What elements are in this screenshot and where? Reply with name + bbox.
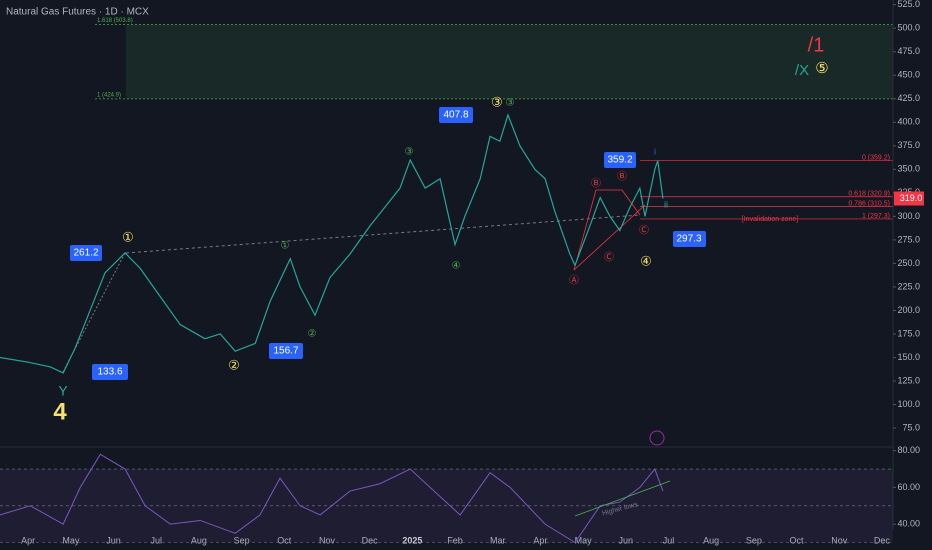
price-label: 133.6 [97,367,122,378]
x-tick-label: May [575,535,593,545]
y-tick-label: 100.0 [897,399,920,409]
y-tick-label: 275.0 [897,234,920,244]
y-tick-label: 150.0 [897,352,920,362]
wave-label: Ⓑ [591,178,601,190]
wave-label: /X [795,62,809,79]
target-zone [126,24,893,99]
wave-label: Ⓐ [569,275,579,287]
wave-label: ④ [640,253,652,268]
y-tick-label: 175.0 [897,328,920,338]
wave-line [573,189,641,271]
x-tick-label: Oct [790,535,805,545]
y-tick-label: 300.0 [897,211,920,221]
wave-line [573,204,646,271]
y-tick-label: 475.0 [897,46,920,56]
y-tick-label: 225.0 [897,281,920,291]
rsi-tick-label: 60.00 [897,482,920,492]
y-tick-label: 500.0 [897,23,920,33]
price-label: 156.7 [273,346,298,357]
x-tick-label: Jul [663,535,675,545]
rsi-tick-label: 40.00 [897,519,920,529]
wave-label: Ⓑ [617,171,627,183]
x-tick-label: Oct [277,535,292,545]
y-tick-label: 375.0 [897,140,920,150]
wave-label: ③ [491,94,503,109]
x-tick-label: Jun [619,535,634,545]
event-icon[interactable] [649,430,665,446]
price-label: 407.8 [443,110,468,121]
price-line [0,113,664,374]
x-tick-label: Aug [703,535,719,545]
wave-label: i [654,146,656,156]
wave-label: Ⓒ [604,252,614,264]
wave-label: ② [228,357,240,372]
chart-title: Natural Gas Futures · 1D · MCX [6,7,149,18]
wave-label: ① [281,241,290,252]
x-tick-label: May [62,535,80,545]
fib-label: 1 (297.3) [862,213,890,220]
wave-label: ⑤ [815,60,828,77]
wave-label: 4 [53,398,67,425]
y-tick-label: 400.0 [897,117,920,127]
x-tick-label: Nov [319,535,336,545]
wave-label: ③ [506,98,515,109]
rsi-tick-label: 80.00 [897,445,920,455]
price-label: 261.2 [73,248,98,259]
label-box [673,231,706,247]
x-tick-label: Mar [490,535,506,545]
x-tick-label: Aug [191,535,207,545]
wave-label: Y [58,383,68,399]
y-tick-label: 125.0 [897,375,920,385]
y-tick-label: 200.0 [897,305,920,315]
trend-line [574,480,671,517]
rsi-line [0,453,664,544]
price-label: 297.3 [676,234,701,245]
wave-label: ① [122,229,134,244]
last-price-label: 319.0 [900,193,923,203]
zone-label: 1 (424.9) [97,92,121,98]
y-tick-label: 350.0 [897,164,920,174]
fib-label: 0.786 (310.5) [848,200,890,207]
x-tick-label: Jun [106,535,121,545]
label-box [439,107,473,123]
y-tick-label: 450.0 [897,70,920,80]
price-label: 359.2 [607,155,632,166]
label-box [92,364,128,380]
y-tick-label: 525.0 [897,0,920,9]
wave-label: /1 [808,34,825,56]
fib-label: 0 (359.2) [862,155,890,162]
x-tick-label: Nov [831,535,848,545]
y-tick-label: 250.0 [897,258,920,268]
x-tick-label: Dec [874,535,891,545]
label-box [269,343,303,359]
wave-label: Ⓒ [639,225,649,237]
wave-label: ④ [452,261,461,272]
price-labels: 261.2 133.6 156.7 407.8 359.2 297.3 [70,107,706,380]
y-tick-label: 425.0 [897,93,920,103]
label-box [604,152,636,168]
x-tick-label: Apr [533,535,547,545]
x-tick-label: Sep [234,535,250,545]
wave-label: ③ [405,147,414,158]
zone-label: 1.618 (503.8) [97,18,133,24]
last-price-box [894,191,924,206]
x-tick-label: Sep [746,535,762,545]
x-tick-label: Apr [21,535,35,545]
y-tick-label: 75.0 [902,422,920,432]
x-tick-label: Jul [150,535,162,545]
wave-label: ii [664,199,668,209]
x-tick-label: Dec [362,535,379,545]
wave-label: ② [308,329,317,340]
label-box [70,245,102,261]
x-tick-label: Feb [447,535,463,545]
invalidation-label: [Invalidation zone] [742,216,798,223]
trend-line [125,214,641,254]
fib-label: 0.618 (320.9) [848,191,890,198]
wave-labels: ① ② ③ ③ ④ ⑤ ① ② ③ ④ Ⓐ Ⓑ Ⓒ Ⓑ Ⓒ Y 4 /1 /X … [53,34,828,425]
x-tick-label: 2025 [402,535,422,545]
